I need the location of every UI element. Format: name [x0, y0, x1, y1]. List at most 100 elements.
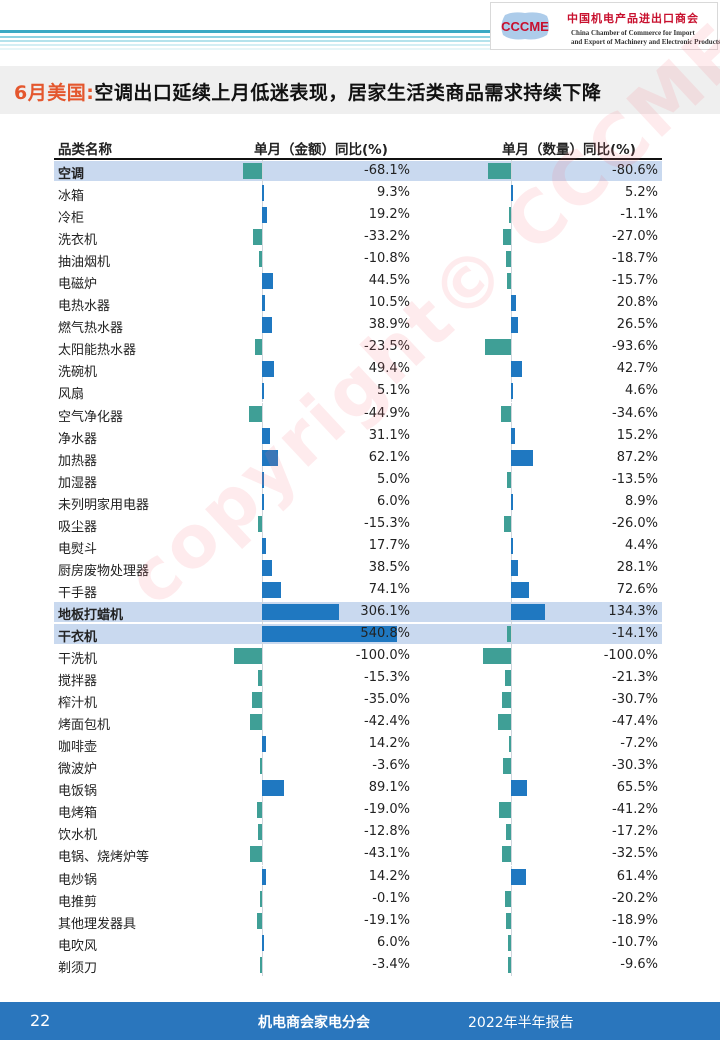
row-quantity-value: 42.7%	[616, 361, 658, 377]
row-amount-value: -35.0%	[364, 692, 410, 708]
bar-axis	[262, 336, 263, 359]
table-row: 烤面包机 -42.4% -47.4%	[54, 711, 662, 734]
row-amount-value: 9.3%	[376, 185, 410, 201]
amount-bar	[262, 934, 264, 951]
amount-bar	[262, 207, 267, 224]
title-band	[0, 66, 720, 114]
amount-bar	[257, 515, 262, 532]
bar-axis	[262, 953, 263, 976]
quantity-bar	[506, 824, 511, 841]
quantity-bar	[505, 912, 511, 929]
bar-axis	[511, 270, 512, 293]
row-quantity-value: -9.6%	[620, 956, 658, 972]
title-prefix: 6月美国:	[14, 82, 95, 104]
amount-bar	[262, 383, 264, 400]
table-row: 电锅、烧烤炉等 -43.1% -32.5%	[54, 843, 662, 866]
amount-bar	[262, 273, 274, 290]
amount-bar	[262, 780, 285, 797]
bar-axis	[262, 821, 263, 844]
row-category-name: 电磁炉	[58, 277, 98, 293]
quantity-bar	[505, 251, 511, 268]
row-quantity-value: 26.5%	[616, 317, 658, 333]
table-row: 抽油烟机 -10.8% -18.7%	[54, 248, 662, 271]
row-quantity-value: -47.4%	[612, 714, 658, 730]
row-category-name: 搅拌器	[58, 674, 98, 690]
table-row: 榨汁机 -35.0% -30.7%	[54, 689, 662, 712]
row-quantity-value: -7.2%	[620, 736, 658, 752]
row-amount-value: 38.5%	[368, 559, 410, 575]
data-table: 品类名称 单月（金额）同比(%) 单月（数量）同比(%) 空调 -68.1% -80…	[54, 134, 662, 976]
bar-axis	[511, 711, 512, 734]
row-amount-value: 74.1%	[368, 581, 410, 597]
bar-axis	[511, 909, 512, 932]
row-quantity-value: 134.3%	[608, 603, 658, 619]
quantity-bar	[499, 802, 511, 819]
row-amount-value: 31.1%	[368, 427, 410, 443]
row-quantity-value: 8.9%	[624, 493, 658, 509]
table-row: 净水器 31.1% 15.2%	[54, 424, 662, 447]
row-quantity-value: 4.6%	[624, 383, 658, 399]
row-amount-value: 19.2%	[368, 207, 410, 223]
header-stripes	[0, 30, 500, 54]
bar-axis	[511, 821, 512, 844]
row-category-name: 洗衣机	[58, 233, 98, 249]
bar-axis	[511, 622, 512, 645]
row-category-name: 干衣机	[58, 629, 98, 645]
row-amount-value: -23.5%	[364, 339, 410, 355]
bar-axis	[511, 336, 512, 359]
amount-bar	[250, 714, 262, 731]
quantity-bar	[488, 163, 511, 179]
quantity-bar	[511, 603, 545, 620]
row-category-name: 冰箱	[58, 189, 85, 205]
bar-axis	[511, 887, 512, 910]
row-category-name: 冷柜	[58, 211, 85, 227]
row-category-name: 洗碗机	[58, 365, 98, 381]
row-quantity-value: -41.2%	[612, 802, 658, 818]
bar-axis	[511, 226, 512, 249]
row-amount-value: 540.8%	[360, 625, 410, 641]
row-amount-value: 14.2%	[368, 736, 410, 752]
amount-bar	[242, 163, 262, 179]
row-category-name: 加湿器	[58, 475, 98, 491]
row-quantity-value: -14.1%	[612, 625, 658, 641]
highlight-band	[54, 601, 662, 622]
row-category-name: 电饭锅	[58, 784, 98, 800]
row-category-name: 厨房废物处理器	[58, 563, 150, 579]
table-row: 电热水器 10.5% 20.8%	[54, 292, 662, 315]
table-row: 冷柜 19.2% -1.1%	[54, 204, 662, 227]
bar-axis	[511, 204, 512, 227]
column-header-quantity: 单月（数量）同比(%)	[502, 142, 636, 158]
table-row: 太阳能热水器 -23.5% -93.6%	[54, 336, 662, 359]
row-category-name: 电推剪	[58, 894, 98, 910]
table-row: 剃须刀 -3.4% -9.6%	[54, 953, 662, 976]
row-amount-value: 62.1%	[368, 449, 410, 465]
row-category-name: 电熨斗	[58, 541, 98, 557]
row-quantity-value: -30.3%	[612, 758, 658, 774]
quantity-bar	[497, 714, 511, 731]
row-amount-value: 89.1%	[368, 780, 410, 796]
row-category-name: 剃须刀	[58, 960, 98, 976]
row-quantity-value: -93.6%	[612, 339, 658, 355]
column-header-category: 品类名称	[58, 142, 112, 158]
table-row: 电炒锅 14.2% 61.4%	[54, 865, 662, 888]
amount-bar	[260, 758, 262, 775]
table-row: 干衣机 540.8% -14.1%	[54, 622, 662, 645]
row-quantity-value: -80.6%	[612, 163, 658, 178]
row-amount-value: 5.0%	[376, 471, 410, 487]
bar-axis	[511, 931, 512, 954]
row-amount-value: -19.1%	[364, 912, 410, 928]
amount-bar	[249, 846, 262, 863]
quantity-bar	[509, 207, 511, 224]
amount-bar	[255, 339, 262, 356]
row-quantity-value: 72.6%	[616, 581, 658, 597]
quantity-bar	[511, 537, 513, 554]
row-category-name: 吸尘器	[58, 519, 98, 535]
row-quantity-value: -20.2%	[612, 890, 658, 906]
bar-axis	[511, 843, 512, 866]
quantity-bar	[501, 846, 511, 863]
bar-axis	[511, 733, 512, 756]
table-row: 干手器 74.1% 72.6%	[54, 578, 662, 601]
quantity-bar	[511, 295, 517, 312]
row-category-name: 烤面包机	[58, 718, 111, 734]
row-quantity-value: 4.4%	[624, 537, 658, 553]
